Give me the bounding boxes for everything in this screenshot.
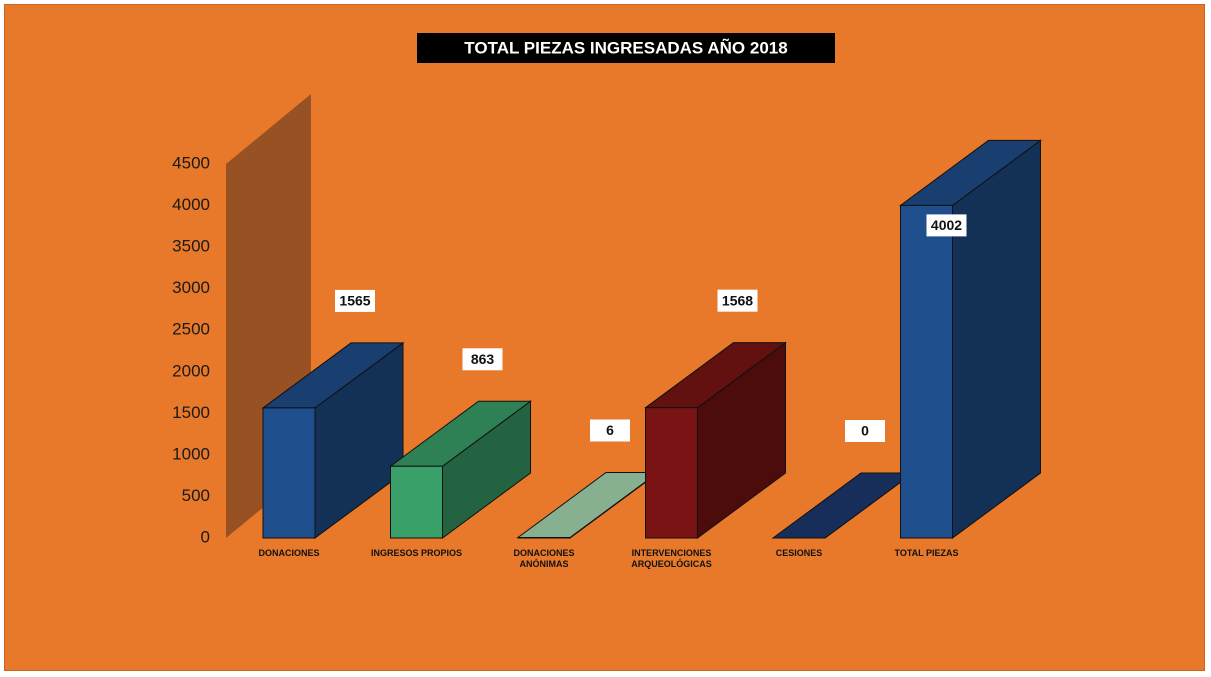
value-label: 0	[861, 423, 869, 439]
value-label-box	[717, 289, 758, 312]
value-label: 1568	[722, 292, 753, 308]
value-label: 4002	[931, 217, 962, 233]
value-label: 6	[606, 422, 614, 438]
y-tick-label: 2000	[172, 361, 210, 380]
y-tick-label: 500	[182, 486, 210, 505]
y-tick-label: 1500	[172, 403, 210, 422]
bar	[771, 472, 915, 539]
bar	[516, 471, 660, 539]
bar	[898, 139, 1043, 539]
x-tick-label: CESIONES	[775, 548, 823, 558]
title-box	[417, 33, 835, 63]
x-tick-label: TOTAL PIEZAS	[894, 548, 959, 558]
x-tick-label: INGRESOS PROPIOS	[370, 548, 463, 558]
bar	[261, 341, 405, 539]
y-tick-label: 3000	[172, 278, 210, 297]
x-tick-label: DONACIONES	[258, 548, 320, 558]
chart-area: TOTAL PIEZAS INGRESADAS AÑO 2018 0 500 100…	[4, 4, 1205, 671]
bar-front	[262, 407, 316, 539]
y-tick-label: 1000	[172, 444, 210, 463]
bar	[643, 341, 788, 539]
bar-top	[516, 472, 660, 539]
value-label-box	[590, 419, 630, 442]
y-tick-label: 3500	[172, 237, 210, 256]
bar-front	[390, 465, 443, 539]
y-tick-label: 4500	[172, 153, 210, 172]
value-label-box	[335, 289, 375, 312]
value-label: 863	[471, 351, 495, 367]
bar-side	[952, 139, 1041, 539]
y-tick-label: 0	[201, 527, 210, 546]
value-label: 1565	[339, 293, 370, 309]
value-label-box	[845, 420, 885, 442]
x-tick-label: INTERVENCIONES ARQUEOLÓGICAS	[631, 548, 712, 569]
value-label-box	[926, 214, 967, 237]
y-tick-label: 2500	[172, 320, 210, 339]
chart-title: TOTAL PIEZAS INGRESADAS AÑO 2018	[464, 37, 787, 57]
bar-top	[771, 472, 915, 539]
value-label-box	[462, 348, 503, 371]
bar-front	[645, 407, 698, 539]
bar	[388, 400, 533, 539]
x-tick-label: DONACIONES ANÓNIMAS	[513, 548, 575, 569]
bar-front	[900, 204, 953, 539]
chart: TOTAL PIEZAS INGRESADAS AÑO 2018 0 500 100…	[172, 33, 1043, 546]
y-tick-label: 4000	[172, 195, 210, 214]
